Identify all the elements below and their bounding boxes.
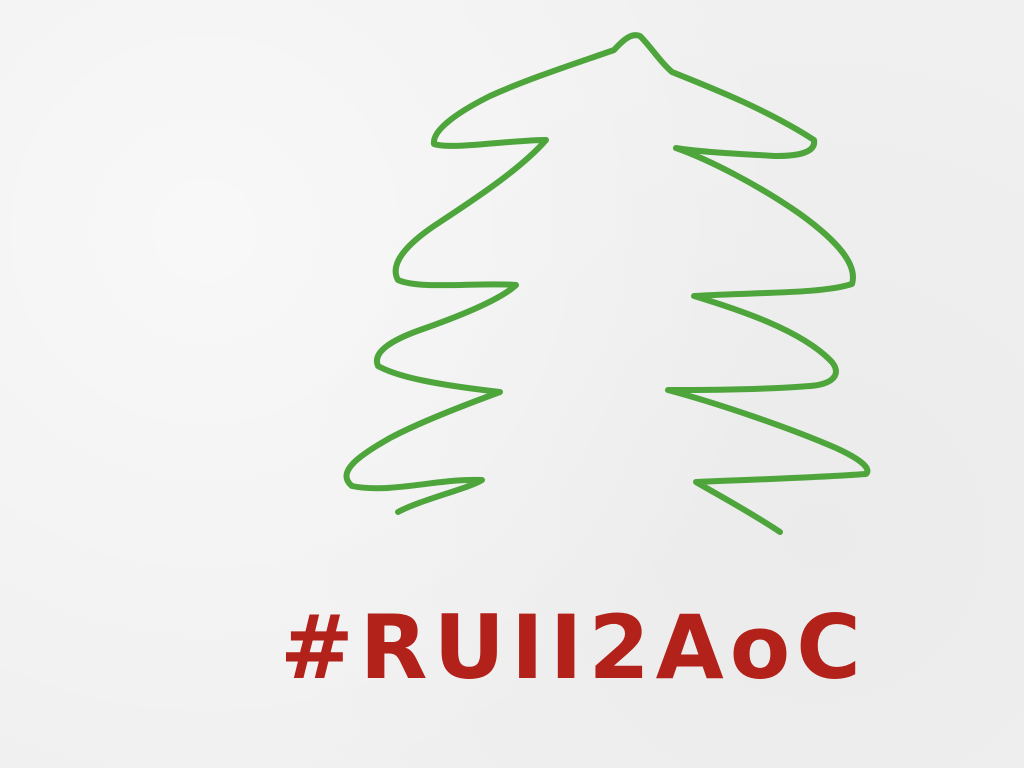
hashtag-caption: #RUII2AoC <box>280 596 867 699</box>
tree-outline-stroke <box>343 32 871 535</box>
